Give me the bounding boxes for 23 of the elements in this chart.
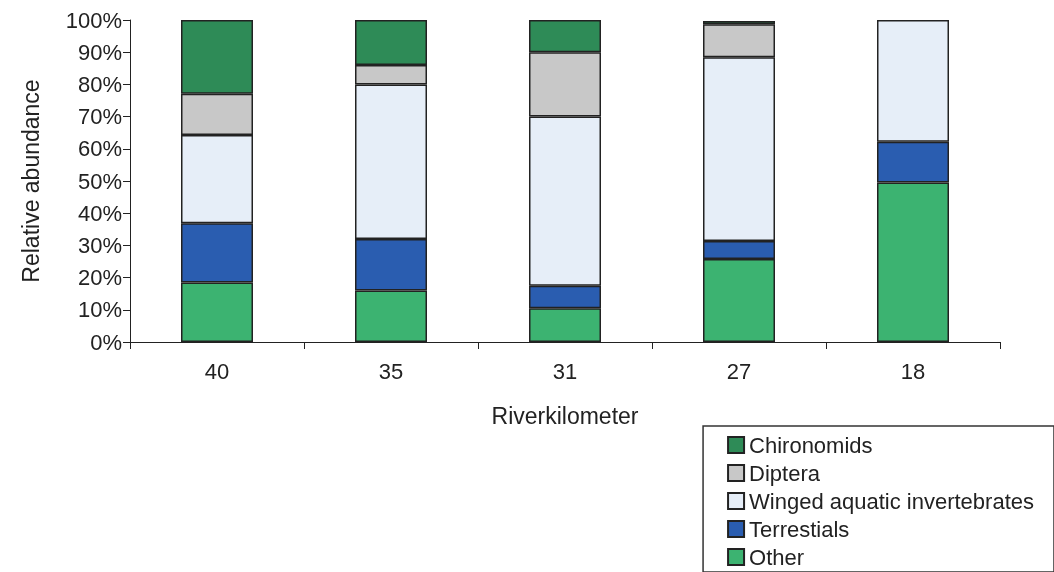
y-axis-title: Relative abundance bbox=[17, 79, 44, 283]
y-tick-label: 20% bbox=[77, 265, 122, 291]
x-tick-label: 31 bbox=[552, 358, 578, 384]
x-tick-label: 40 bbox=[204, 358, 230, 384]
legend-label: Other bbox=[749, 544, 805, 570]
legend-label: Winged aquatic invertebrates bbox=[749, 488, 1034, 514]
x-tick-label: 27 bbox=[726, 358, 752, 384]
y-tick-label: 70% bbox=[77, 104, 122, 130]
y-tick-label: 100% bbox=[65, 7, 122, 33]
x-tick-label: 35 bbox=[378, 358, 404, 384]
y-tick-label: 80% bbox=[77, 71, 122, 97]
legend-label: Chironomids bbox=[749, 432, 873, 458]
legend-label: Terrestials bbox=[749, 516, 850, 542]
x-tick-label: 18 bbox=[900, 358, 926, 384]
y-tick-label: 10% bbox=[77, 297, 122, 323]
y-tick-label: 30% bbox=[77, 232, 122, 258]
y-tick-label: 60% bbox=[77, 136, 122, 162]
y-tick-label: 0% bbox=[90, 329, 122, 355]
y-tick-label: 40% bbox=[77, 200, 122, 226]
x-axis-title: Riverkilometer bbox=[491, 402, 639, 429]
y-tick-label: 90% bbox=[77, 39, 122, 65]
legend-label: Diptera bbox=[749, 460, 821, 486]
y-tick-label: 50% bbox=[77, 168, 122, 194]
